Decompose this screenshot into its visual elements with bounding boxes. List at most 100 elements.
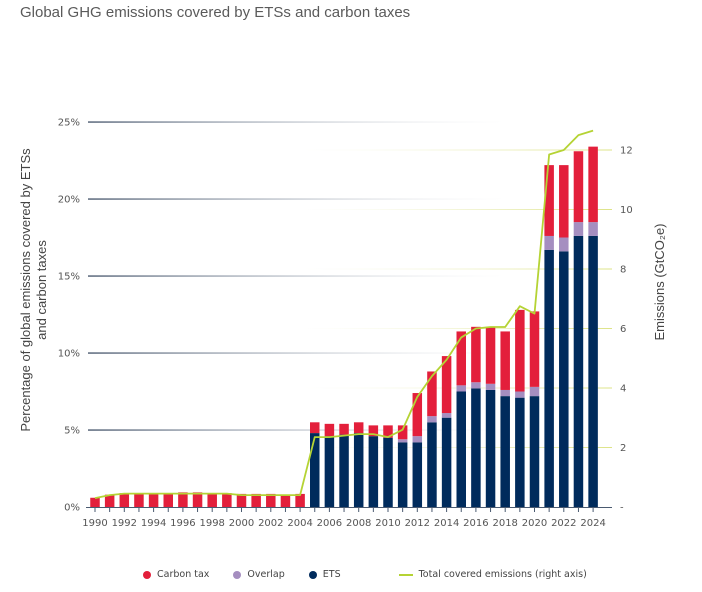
bar-overlap xyxy=(500,389,510,397)
y2-axis-ticks: - 2 4 6 8 10 12 xyxy=(620,146,633,514)
x-axis: 1990 1992 1994 1996 1998 2000 2002 2004 2006 2008… xyxy=(82,507,612,529)
bar-ets xyxy=(324,436,335,507)
bar-carbon-tax xyxy=(353,422,364,434)
y-tick-label: 15% xyxy=(58,272,80,283)
y-tick-label: 20% xyxy=(58,195,80,206)
legend-label-carbon-tax: Carbon tax xyxy=(157,569,210,580)
y2-tick-label: 12 xyxy=(620,146,633,157)
bar-ets xyxy=(588,235,598,507)
bar-carbon-tax xyxy=(529,311,540,387)
bar-carbon-tax xyxy=(222,493,232,507)
bars xyxy=(90,146,598,507)
bar-overlap xyxy=(588,222,598,236)
line-layer xyxy=(94,129,594,499)
bar-ets xyxy=(456,391,466,507)
legend-item-carbon-tax[interactable]: Carbon tax xyxy=(143,569,209,580)
x-tick-label: 2006 xyxy=(317,518,342,529)
x-tick-label: 2016 xyxy=(463,518,488,529)
bar-overlap xyxy=(412,436,423,443)
bar-carbon-tax xyxy=(397,425,408,440)
carbon-tax-swatch-icon xyxy=(143,570,151,579)
x-tick-label: 2008 xyxy=(346,518,371,529)
x-tick-label: 2018 xyxy=(492,518,517,529)
bar-carbon-tax xyxy=(310,422,320,434)
x-tick-label: 2000 xyxy=(229,518,254,529)
y2-tick-label: - xyxy=(620,503,624,514)
left-gridlines xyxy=(88,121,508,431)
bar-ets xyxy=(544,249,554,507)
bar-carbon-tax xyxy=(324,423,335,437)
bar-carbon-tax xyxy=(485,326,496,384)
bar-overlap xyxy=(573,222,584,236)
x-tick-label: 1990 xyxy=(82,518,107,529)
bar-carbon-tax xyxy=(192,492,203,507)
bar-carbon-tax xyxy=(441,356,452,414)
gridline-left xyxy=(88,352,508,354)
bar-overlap xyxy=(441,413,452,418)
x-tick-label: 2014 xyxy=(434,518,459,529)
bar-overlap xyxy=(456,385,466,392)
bar-overlap xyxy=(559,237,569,252)
bar-ets xyxy=(310,433,320,507)
x-tick-label: 1996 xyxy=(170,518,195,529)
bar-ets xyxy=(515,397,525,507)
x-tick-label: 2004 xyxy=(287,518,312,529)
bar-ets xyxy=(471,388,481,507)
bar-carbon-tax xyxy=(207,493,217,507)
y-tick-label: 5% xyxy=(64,426,80,437)
bar-ets xyxy=(412,442,423,507)
bar-carbon-tax xyxy=(90,497,100,507)
bar-carbon-tax xyxy=(163,493,173,507)
gridline-right xyxy=(300,328,612,329)
legend-label-overlap: Overlap xyxy=(247,569,285,580)
bar-carbon-tax xyxy=(251,493,261,507)
bar-carbon-tax xyxy=(412,393,423,437)
bar-carbon-tax xyxy=(500,331,510,390)
y-tick-label: 0% xyxy=(64,503,80,514)
y-tick-label: 10% xyxy=(58,349,80,360)
y2-tick-label: 6 xyxy=(620,324,626,335)
bar-carbon-tax xyxy=(383,425,393,438)
x-tick-label: 2024 xyxy=(580,518,605,529)
bar-overlap xyxy=(427,416,437,423)
legend-item-ets[interactable]: ETS xyxy=(308,569,341,580)
bar-ets xyxy=(397,442,408,507)
line-swatch-icon xyxy=(398,573,413,576)
gridline-right xyxy=(300,149,612,151)
bar-carbon-tax xyxy=(236,493,247,507)
bar-carbon-tax xyxy=(295,493,305,507)
bar-ets xyxy=(441,417,452,507)
y-tick-label: 25% xyxy=(58,118,80,129)
bar-carbon-tax xyxy=(280,494,291,507)
bar-ets xyxy=(559,251,569,507)
x-tick-label: 2002 xyxy=(258,518,283,529)
bar-carbon-tax xyxy=(178,492,188,507)
bar-overlap xyxy=(529,386,540,397)
bar-carbon-tax xyxy=(134,493,144,507)
line-total-covered-emissions xyxy=(94,129,594,499)
gridline-right xyxy=(300,447,612,448)
bar-carbon-tax xyxy=(471,326,481,383)
gridline-right xyxy=(300,209,612,210)
y2-tick-label: 2 xyxy=(620,443,626,454)
bar-overlap xyxy=(544,235,554,250)
gridline-left xyxy=(88,275,508,277)
bar-carbon-tax xyxy=(339,423,349,435)
chart-title: Global GHG emissions covered by ETSs and… xyxy=(20,4,411,21)
bar-carbon-tax xyxy=(559,165,569,238)
bar-carbon-tax xyxy=(368,425,379,437)
legend-item-overlap[interactable]: Overlap xyxy=(233,569,285,580)
bar-overlap xyxy=(515,391,525,398)
legend-item-total-line[interactable]: Total covered emissions (right axis) xyxy=(398,569,587,580)
bar-ets xyxy=(383,437,393,507)
x-tick-label: 2010 xyxy=(375,518,400,529)
x-tick-label: 1998 xyxy=(199,518,224,529)
legend-label-ets: ETS xyxy=(322,569,341,580)
x-tick-label: 2020 xyxy=(522,518,547,529)
y-axis-label-line1: Percentage of global emissions covered b… xyxy=(18,148,33,432)
bar-carbon-tax xyxy=(148,493,159,507)
x-tick-label: 2022 xyxy=(551,518,576,529)
bar-ets xyxy=(339,434,349,507)
right-gridlines xyxy=(300,149,612,448)
bar-carbon-tax xyxy=(119,493,130,507)
